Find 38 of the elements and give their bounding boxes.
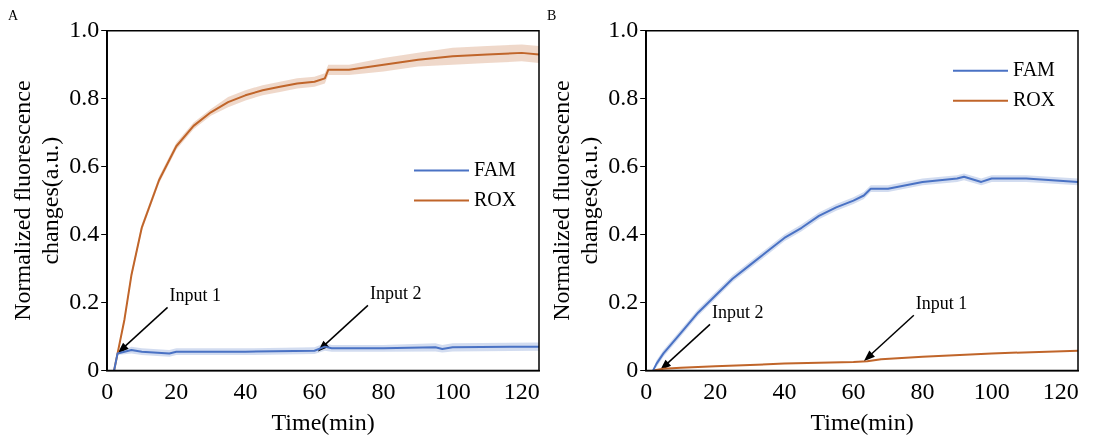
x-tick-label: 60 xyxy=(841,378,866,405)
y-tick-label: 0.6 xyxy=(608,151,639,178)
x-tick-label: 120 xyxy=(503,378,540,405)
annotation: Input 1 xyxy=(169,285,222,306)
y-tick-label: 0.2 xyxy=(69,287,100,314)
y-tick-label: 0.6 xyxy=(69,151,100,178)
legend-label: FAM xyxy=(474,157,517,180)
y-tick-label: 0.4 xyxy=(608,219,639,246)
x-tick-label: 40 xyxy=(772,378,797,405)
x-tick-label: 100 xyxy=(434,378,471,405)
annotation: Input 2 xyxy=(712,302,764,323)
chart-title: B xyxy=(547,8,557,24)
y-tick-label: 0.2 xyxy=(608,287,639,314)
x-tick-label: 20 xyxy=(703,378,728,405)
x-axis-title: Time(min) xyxy=(810,408,914,435)
y-tick-label: 0.4 xyxy=(69,219,100,246)
y-axis-title: Normalized fluorescence changes(a.u.) xyxy=(9,80,63,321)
x-tick-label: 120 xyxy=(1042,378,1079,405)
y-axis-title: Normalized fluorescence changes(a.u.) xyxy=(548,80,602,321)
x-tick-label: 80 xyxy=(371,378,396,405)
y-tick-label: 0 xyxy=(626,355,639,382)
x-tick-label: 80 xyxy=(910,378,935,405)
annotation: Input 1 xyxy=(915,292,968,313)
y-tick-label: 0.8 xyxy=(69,84,100,111)
x-tick-label: 40 xyxy=(233,378,258,405)
y-tick-label: 0.8 xyxy=(608,84,639,111)
y-tick-label: 0 xyxy=(87,355,100,382)
y-tick-label: 1.0 xyxy=(69,16,100,43)
x-axis-title: Time(min) xyxy=(271,408,375,435)
x-tick-label: 100 xyxy=(973,378,1010,405)
y-tick-label: 1.0 xyxy=(608,16,639,43)
chart-title: A xyxy=(8,8,19,24)
legend-label: ROX xyxy=(474,187,517,210)
annotation: Input 2 xyxy=(369,283,422,304)
legend-label: ROX xyxy=(1013,88,1056,111)
legend-label: FAM xyxy=(1013,58,1056,81)
x-tick-label: 20 xyxy=(164,378,189,405)
x-tick-label: 60 xyxy=(302,378,327,405)
